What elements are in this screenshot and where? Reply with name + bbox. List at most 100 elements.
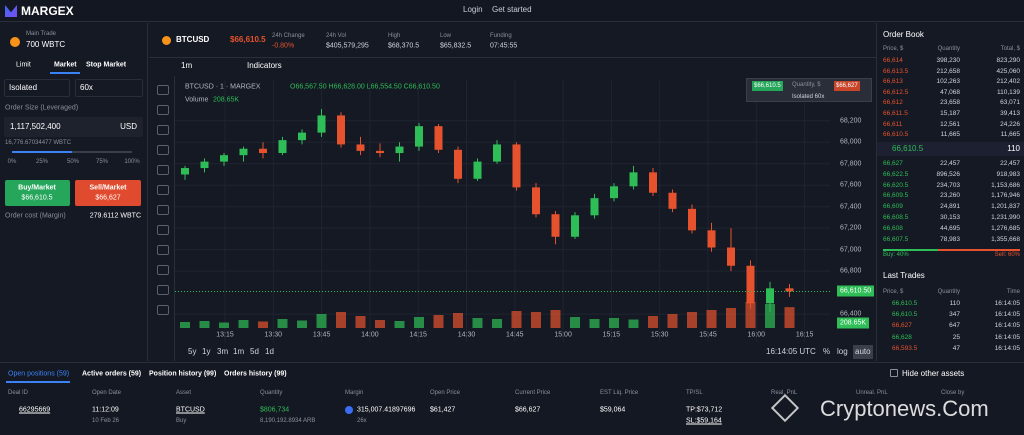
- slider-label[interactable]: 0%: [7, 159, 17, 165]
- scale-option[interactable]: auto: [853, 345, 873, 359]
- range-button[interactable]: 5y: [188, 347, 197, 356]
- column-header: Total, $: [1000, 46, 1020, 52]
- volume-bar: [180, 322, 190, 328]
- tool-icon[interactable]: [157, 145, 169, 155]
- tool-icon[interactable]: [157, 105, 169, 115]
- label: USD: [120, 122, 137, 131]
- mid-qty: 110: [1007, 144, 1020, 153]
- nav-link[interactable]: Login: [463, 5, 483, 14]
- positions-tab[interactable]: Position history (99): [149, 370, 217, 378]
- buy-ratio: Buy: 40%: [883, 252, 909, 258]
- bid-cell: 22,457: [1000, 159, 1020, 167]
- trade-cell: 16:14:05: [994, 322, 1020, 330]
- tool-icon[interactable]: [157, 165, 169, 175]
- candle-body: [337, 115, 345, 145]
- button-price: $66,627: [95, 194, 121, 202]
- slider-label[interactable]: 75%: [95, 159, 109, 165]
- slider-label[interactable]: 100%: [124, 159, 140, 165]
- buy-button[interactable]: [5, 180, 70, 206]
- trade-cell: 66,627: [892, 322, 912, 330]
- leverage-select[interactable]: [75, 79, 143, 97]
- bid-cell: 30,153: [940, 213, 960, 221]
- candle-body: [181, 168, 189, 175]
- tool-icon[interactable]: [157, 185, 169, 195]
- candle-body: [571, 215, 579, 237]
- tool-icon[interactable]: [157, 205, 169, 215]
- tool-icon[interactable]: [157, 265, 169, 275]
- volume-bar: [511, 311, 522, 328]
- volume-bar: [199, 321, 210, 328]
- tool-icon[interactable]: [157, 125, 169, 135]
- bid-cell: 896,526: [936, 170, 961, 178]
- x-tick-label: 16:15: [795, 331, 814, 339]
- trade-cell: 66,610.5: [892, 299, 918, 307]
- bid-cell: 1,355,668: [991, 235, 1020, 243]
- order-tab[interactable]: Limit: [16, 61, 31, 69]
- bid-cell: 66,622.5: [883, 170, 909, 178]
- stat-label: Funding: [490, 33, 512, 39]
- tool-icon[interactable]: [157, 245, 169, 255]
- volume-bar: [355, 316, 366, 328]
- stat-value: $68,370.5: [388, 42, 420, 50]
- candle-body: [434, 126, 443, 150]
- bid-cell: 234,703: [936, 181, 961, 189]
- tool-column: [150, 76, 175, 361]
- order-tab[interactable]: Market: [54, 61, 77, 69]
- bid-cell: 1,201,837: [991, 202, 1020, 210]
- tool-icon[interactable]: [157, 305, 169, 315]
- bid-cell: 1,276,685: [991, 224, 1020, 232]
- ticker-icon: [162, 36, 171, 45]
- ask-cell: 212,658: [936, 67, 961, 75]
- nav-link[interactable]: Get started: [492, 5, 532, 14]
- margin-select[interactable]: [4, 79, 70, 97]
- order-tab[interactable]: Stop Market: [86, 61, 127, 69]
- trade-cell: 16:14:05: [994, 310, 1020, 318]
- volume-bar: [570, 317, 580, 328]
- size-input[interactable]: [4, 117, 143, 137]
- scale-option[interactable]: log: [837, 347, 848, 356]
- stat-value: $405,579,295: [326, 42, 369, 50]
- positions-tab[interactable]: Active orders (59): [82, 370, 142, 378]
- range-button[interactable]: 1y: [202, 347, 211, 356]
- symbol[interactable]: BTCUSD: [176, 35, 210, 44]
- interval[interactable]: 1m: [181, 61, 193, 70]
- positions-tab[interactable]: Orders history (99): [224, 370, 287, 378]
- stat-value: -0.80%: [272, 42, 295, 50]
- y-tick-label: 67,400: [840, 203, 862, 211]
- ask-cell: 823,290: [996, 56, 1021, 64]
- volume-bar: [316, 314, 327, 328]
- candle-body: [356, 144, 365, 151]
- hide-checkbox[interactable]: [890, 369, 898, 377]
- scale-option[interactable]: %: [823, 347, 831, 356]
- select-value: 60x: [80, 83, 93, 92]
- slider-label[interactable]: 25%: [35, 159, 49, 165]
- label: 315,007.41897696: [357, 406, 416, 414]
- range-button[interactable]: 5d: [250, 347, 259, 356]
- stat-label: 24h Vol: [326, 33, 347, 39]
- slider-label[interactable]: 50%: [66, 159, 80, 165]
- deal-id[interactable]: 66295669: [19, 406, 51, 414]
- range-button[interactable]: 1m: [233, 347, 245, 356]
- sell-button[interactable]: [75, 180, 141, 206]
- label: Order cost (Margin): [5, 212, 66, 220]
- label: 10 Feb 26: [92, 418, 120, 424]
- last-price: $66,610.5: [230, 35, 266, 44]
- stat-value: $65,832.5: [440, 42, 472, 50]
- candle-body: [473, 161, 482, 179]
- quick-bid[interactable]: $66,610.5: [752, 81, 783, 91]
- range-button[interactable]: 1d: [265, 347, 274, 356]
- ratio-buy: [883, 249, 938, 251]
- tool-icon[interactable]: [157, 225, 169, 235]
- quick-ask[interactable]: $66,627: [834, 81, 860, 91]
- range-button[interactable]: 3m: [217, 347, 229, 356]
- label: Main Trade: [26, 31, 57, 37]
- account-value: 700 WBTC: [26, 40, 66, 49]
- bid-cell: 1,231,990: [991, 213, 1020, 221]
- positions-tab[interactable]: Open positions (59): [8, 370, 70, 378]
- trade-cell: 16:14:05: [994, 299, 1020, 307]
- tool-icon[interactable]: [157, 85, 169, 95]
- mid-row: [877, 142, 1024, 156]
- indicators-button[interactable]: Indicators: [247, 61, 282, 70]
- tool-icon[interactable]: [157, 285, 169, 295]
